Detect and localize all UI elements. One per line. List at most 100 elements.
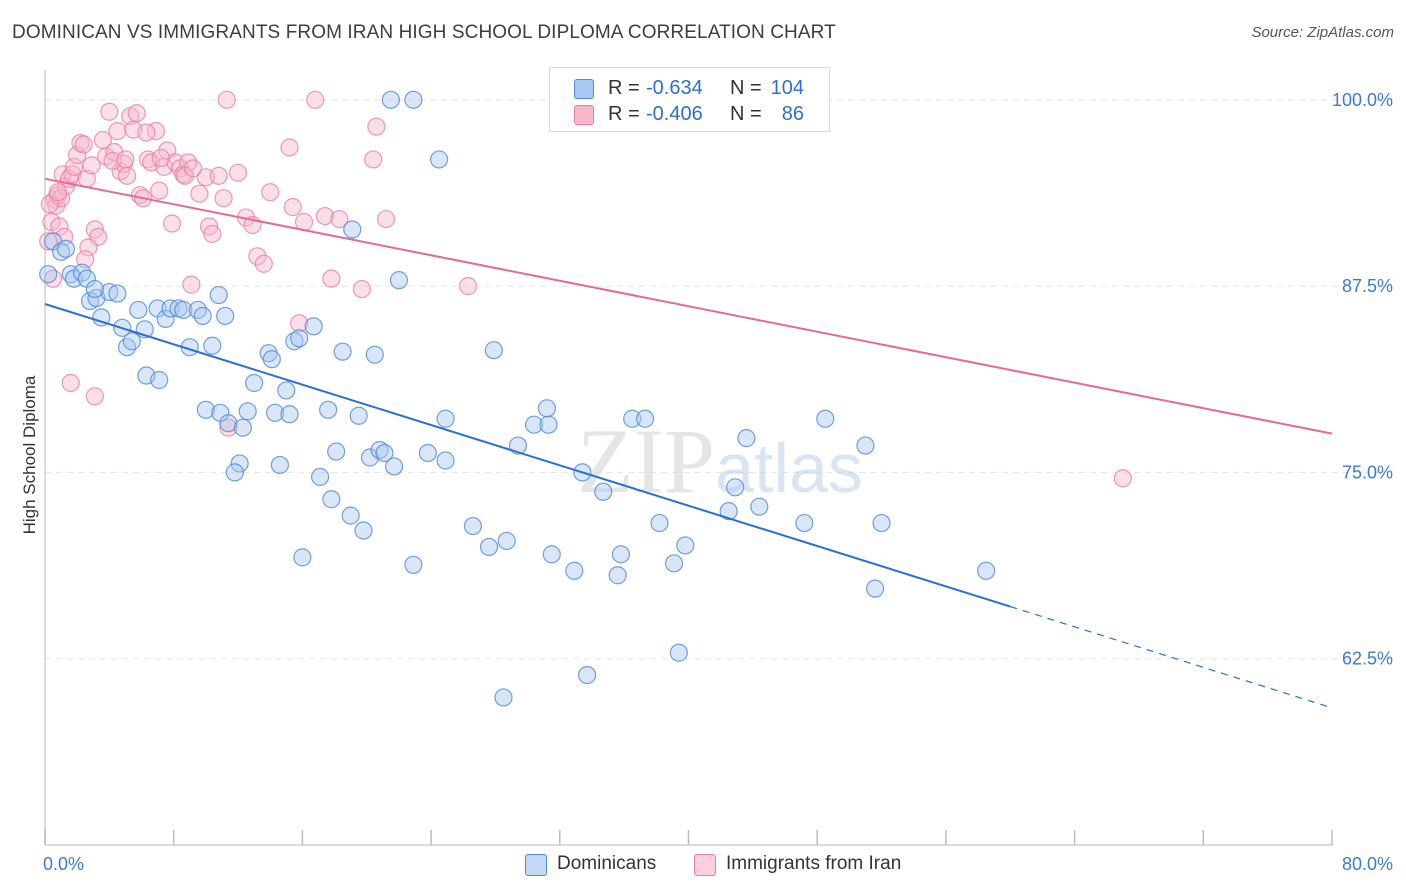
data-point — [436, 451, 455, 470]
data-point — [137, 123, 156, 142]
data-point — [304, 317, 323, 336]
data-point — [360, 448, 380, 467]
data-point — [117, 338, 137, 357]
legend-swatch-dominicans — [525, 854, 547, 876]
data-point — [381, 90, 400, 109]
data-point — [51, 242, 71, 261]
data-point — [367, 117, 386, 136]
data-point — [524, 415, 544, 434]
data-point — [151, 148, 170, 168]
data-point — [664, 554, 684, 573]
data-point — [290, 314, 309, 333]
data-point — [608, 566, 627, 585]
data-point — [322, 490, 341, 509]
data-point — [79, 238, 98, 257]
series-immigrants-from-iran — [39, 90, 1132, 488]
data-point — [376, 209, 396, 229]
data-point — [283, 198, 302, 217]
data-point — [290, 329, 309, 348]
series-legend: Dominicans Immigrants from Iran — [0, 852, 1406, 878]
data-point — [64, 157, 84, 176]
data-point — [497, 531, 516, 551]
data-point — [230, 454, 249, 473]
data-point — [508, 436, 528, 455]
data-point — [277, 381, 296, 400]
data-point — [254, 254, 273, 273]
x-tick-label: 0.0% — [43, 854, 84, 874]
data-point — [354, 521, 373, 540]
data-point — [270, 455, 289, 475]
data-point — [245, 373, 264, 393]
trend-line-dominicans-extrapolated — [1010, 605, 1333, 709]
data-point — [156, 309, 175, 328]
data-point — [233, 418, 252, 437]
data-point — [76, 250, 95, 269]
data-point — [635, 409, 655, 428]
legend-r-value: -0.634 — [646, 77, 703, 99]
data-point — [61, 373, 80, 393]
trend-line-iran — [44, 177, 1333, 435]
data-point — [459, 277, 478, 296]
data-point — [719, 502, 738, 521]
data-point — [352, 279, 372, 299]
data-point — [108, 122, 127, 141]
data-point — [370, 440, 389, 460]
data-point — [1113, 469, 1132, 488]
data-point — [108, 284, 127, 303]
data-point — [293, 548, 312, 567]
trend-line-dominicans — [44, 303, 1011, 608]
data-point — [479, 537, 499, 557]
data-point — [261, 183, 280, 202]
data-point — [623, 409, 642, 428]
data-point — [182, 275, 201, 294]
data-point — [364, 150, 383, 169]
y-tick-label: 75.0% — [1342, 462, 1393, 482]
data-point — [319, 400, 338, 419]
data-point — [484, 341, 503, 360]
data-point — [174, 300, 193, 320]
data-point — [217, 90, 236, 109]
correlation-legend: R = -0.634 N = 104 R = -0.406 N = 86 — [549, 67, 830, 132]
legend-swatch-blue — [574, 79, 594, 99]
data-point — [315, 206, 335, 226]
data-point — [310, 467, 330, 486]
data-point — [322, 269, 341, 288]
data-point — [209, 285, 228, 305]
data-point — [856, 436, 875, 455]
data-point — [72, 263, 92, 282]
data-point — [280, 405, 299, 424]
data-point — [63, 165, 82, 184]
y-tick-label: 87.5% — [1342, 276, 1393, 296]
data-point — [188, 300, 207, 320]
data-point — [193, 306, 212, 326]
data-point — [341, 506, 360, 525]
legend-n-label: N = — [730, 103, 762, 125]
data-point — [578, 665, 597, 685]
data-point — [463, 516, 483, 536]
data-point — [68, 145, 87, 165]
data-point — [117, 166, 137, 185]
data-point — [48, 183, 67, 202]
data-point — [333, 342, 352, 361]
chart-title: DOMINICAN VS IMMIGRANTS FROM IRAN HIGH S… — [12, 22, 836, 43]
data-point — [219, 418, 238, 437]
data-point — [203, 336, 222, 355]
data-point — [750, 497, 769, 516]
data-point — [74, 135, 93, 154]
data-point — [183, 159, 203, 178]
data-point — [100, 102, 119, 121]
data-point — [418, 443, 437, 463]
data-point — [539, 415, 558, 434]
grid-lines — [45, 99, 1392, 660]
data-point — [238, 402, 257, 421]
legend-r-label: R = — [608, 103, 640, 125]
data-point — [349, 406, 368, 425]
data-point — [430, 150, 449, 169]
legend-label-dominicans: Dominicans — [557, 853, 657, 874]
data-point — [795, 513, 814, 533]
data-point — [650, 513, 669, 533]
data-point — [669, 643, 688, 662]
data-point — [116, 150, 135, 169]
data-point — [306, 90, 325, 109]
data-point — [384, 457, 404, 476]
